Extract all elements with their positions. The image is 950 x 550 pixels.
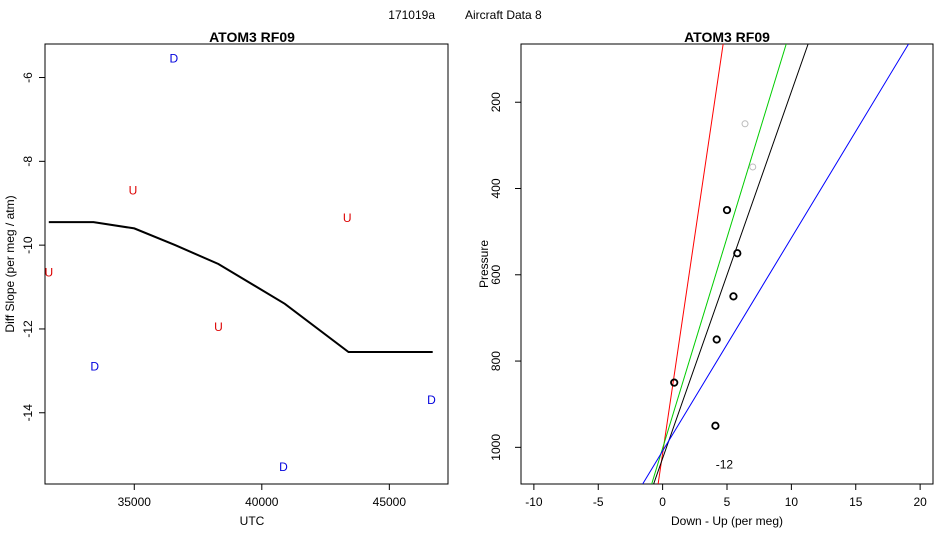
marker-up: U (129, 184, 138, 198)
y-tick-label: 200 (489, 92, 503, 112)
plot-marks: U D U D U D U D (44, 52, 436, 475)
fit-lines (642, 44, 909, 484)
data-point (749, 163, 757, 171)
panel-title: ATOM3 RF09 (684, 29, 770, 45)
marker-down: D (90, 360, 99, 374)
y-axis-label: Pressure (477, 240, 491, 288)
x-tick-label: 10 (785, 495, 799, 509)
y-tick-label: 800 (489, 351, 503, 371)
data-point (711, 421, 720, 430)
annotation-text: -12 (716, 458, 734, 472)
x-tick-label: -10 (525, 495, 543, 509)
y-tick-label: -8 (21, 156, 35, 167)
x-tick-label: 40000 (245, 495, 279, 509)
x-tick-label: 5 (724, 495, 731, 509)
plot-frame (520, 43, 934, 485)
marker-down: D (169, 52, 178, 66)
data-point (741, 120, 749, 128)
x-tick-label: 0 (659, 495, 666, 509)
panel-title: ATOM3 RF09 (209, 29, 295, 45)
y-tick-label: -12 (21, 320, 35, 338)
data-point (712, 335, 721, 344)
x-axis-label: Down - Up (per meg) (671, 514, 783, 528)
data-point (722, 205, 732, 215)
panel-diff-slope: ATOM3 RF09 UTC Diff Slope (per meg / atm… (3, 29, 449, 528)
data-point (670, 378, 679, 387)
marker-down: D (427, 393, 436, 407)
fit-line (657, 44, 724, 484)
x-tick-label: 20 (913, 495, 927, 509)
y-axis-label: Diff Slope (per meg / atm) (3, 195, 17, 332)
series-line (48, 221, 433, 353)
axis-ticks: 35000 40000 45000 -6 -8 -10 -12 -14 (21, 72, 406, 509)
plot-marks: -12 (642, 44, 909, 484)
x-tick-label: 35000 (118, 495, 152, 509)
panel-pressure-profile: ATOM3 RF09 Down - Up (per meg) Pressure … (477, 29, 934, 528)
fit-line (642, 44, 909, 484)
fit-line (653, 44, 809, 484)
fit-line (651, 44, 787, 484)
axis-ticks: -10 -5 0 5 10 15 20 200 400 600 800 1000 (489, 92, 927, 509)
figure-title-right: Aircraft Data 8 (465, 8, 542, 22)
y-tick-label: 600 (489, 264, 503, 284)
x-tick-label: -5 (593, 495, 604, 509)
marker-up: U (44, 265, 53, 279)
plot-frame (44, 43, 449, 485)
y-tick-label: 1000 (489, 434, 503, 461)
marker-up: U (343, 211, 352, 225)
data-point (729, 292, 738, 301)
y-tick-label: 400 (489, 178, 503, 198)
y-tick-label: -6 (21, 72, 35, 83)
marker-down: D (279, 460, 288, 474)
x-tick-label: 15 (849, 495, 863, 509)
x-tick-label: 45000 (373, 495, 407, 509)
x-axis-label: UTC (240, 514, 265, 528)
figure-title-left: 171019a (388, 8, 435, 22)
y-tick-label: -14 (21, 404, 35, 422)
y-tick-label: -10 (21, 236, 35, 254)
marker-up: U (214, 320, 223, 334)
data-point (733, 249, 742, 258)
